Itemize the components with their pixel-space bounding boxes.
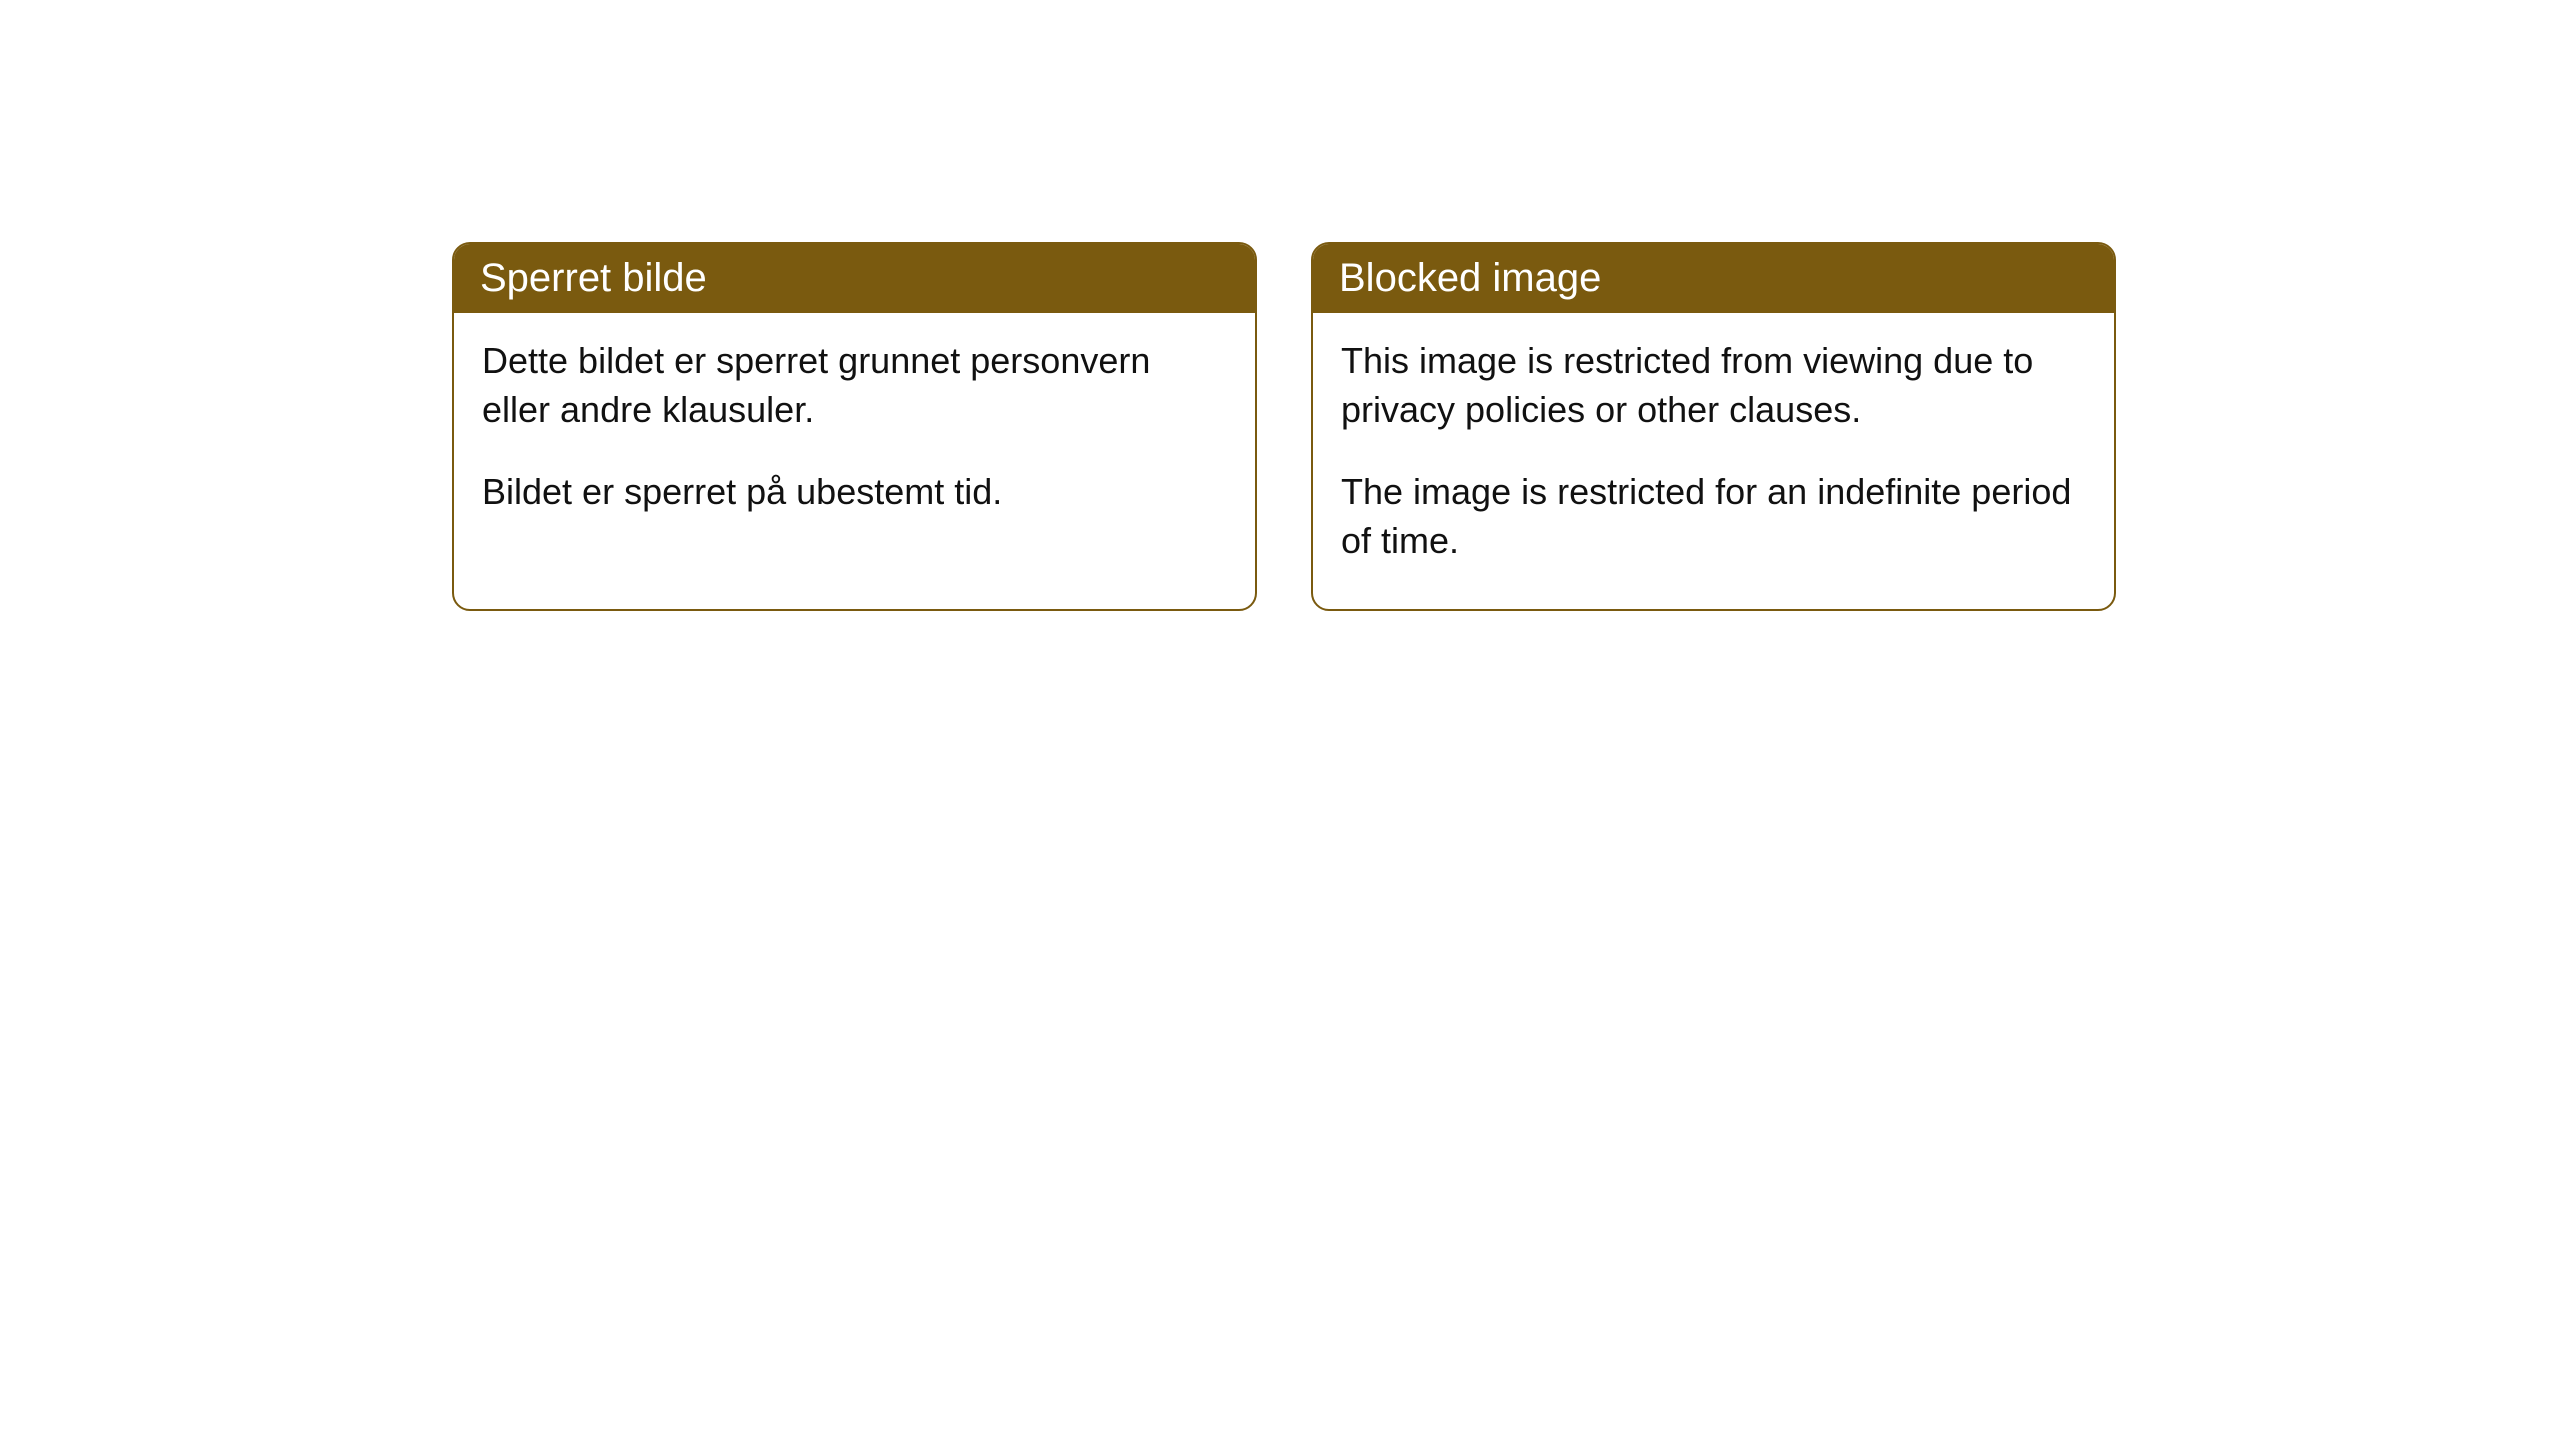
card-body: Dette bildet er sperret grunnet personve… [454, 313, 1255, 561]
card-paragraph: Dette bildet er sperret grunnet personve… [482, 337, 1227, 434]
card-norwegian: Sperret bilde Dette bildet er sperret gr… [452, 242, 1257, 611]
card-header: Sperret bilde [454, 244, 1255, 313]
card-body: This image is restricted from viewing du… [1313, 313, 2114, 609]
card-english: Blocked image This image is restricted f… [1311, 242, 2116, 611]
card-header: Blocked image [1313, 244, 2114, 313]
card-paragraph: This image is restricted from viewing du… [1341, 337, 2086, 434]
cards-container: Sperret bilde Dette bildet er sperret gr… [452, 242, 2560, 611]
card-paragraph: Bildet er sperret på ubestemt tid. [482, 468, 1227, 517]
card-paragraph: The image is restricted for an indefinit… [1341, 468, 2086, 565]
